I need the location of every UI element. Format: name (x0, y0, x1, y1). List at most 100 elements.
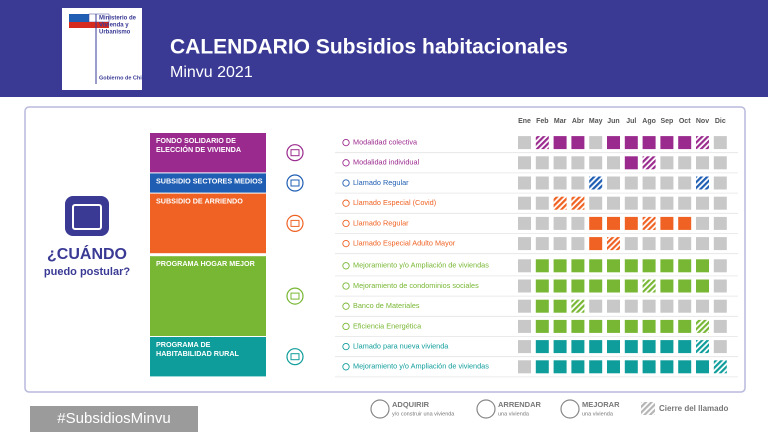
logo-flag-blue (69, 14, 89, 22)
month-cell (696, 340, 709, 354)
month-cell (624, 216, 638, 230)
month-cell (713, 319, 727, 333)
month-cell (642, 196, 656, 210)
check-icon (342, 363, 350, 371)
month-cell (518, 196, 531, 210)
month-cell (660, 319, 674, 333)
month-cell (624, 340, 638, 354)
program-icon-house (290, 149, 300, 157)
month-cell (553, 176, 567, 190)
program-icon (286, 214, 304, 232)
month-cell (589, 136, 603, 150)
month-cell (696, 196, 709, 210)
row-label: Llamado Regular (353, 218, 409, 227)
month-cell (678, 156, 692, 170)
month-cell (571, 216, 585, 230)
hashtag: #SubsidiosMinvu (57, 410, 170, 427)
month-cell (589, 299, 603, 313)
check-icon (342, 179, 350, 187)
month-cell (553, 136, 567, 150)
month-cell (535, 360, 549, 374)
month-cell (607, 216, 620, 230)
month-cell (696, 176, 709, 190)
month-cell (535, 259, 549, 273)
month-cell (607, 340, 620, 354)
title: CALENDARIO Subsidios habitacionales (170, 36, 568, 59)
month-cell (589, 340, 603, 354)
month-cell (713, 216, 727, 230)
month-cell (535, 216, 549, 230)
month-cell (713, 156, 727, 170)
row-label: Llamado para nueva vivienda (353, 342, 449, 351)
legend-closing: Cierre del llamado (659, 404, 728, 413)
month-cell (678, 340, 692, 354)
month-cell (696, 156, 709, 170)
month-cell (642, 176, 656, 190)
month-cell (589, 156, 603, 170)
legend-icon (476, 399, 496, 419)
month-cell (571, 156, 585, 170)
month-cell (571, 176, 585, 190)
program-name: FONDO SOLIDARIO DE (156, 136, 236, 145)
program-icon (286, 348, 304, 366)
month-cell (696, 216, 709, 230)
row-label: Mejoramiento y/o Ampliación de viviendas (353, 362, 489, 371)
month-cell (518, 259, 531, 273)
month-cell (642, 216, 656, 230)
month-cell (660, 176, 674, 190)
check-icon (342, 322, 350, 331)
month-cell (607, 196, 620, 210)
legend-title: ARRENDAR (498, 400, 542, 409)
month-cell (696, 360, 709, 374)
month-cell (678, 299, 692, 313)
month-cell (571, 319, 585, 333)
month-cell (571, 237, 585, 251)
hashtag-box (30, 406, 198, 432)
month-cell (642, 279, 656, 293)
month-cell (518, 237, 531, 251)
month-cell (678, 216, 692, 230)
month-cell (713, 237, 727, 251)
month-cell (607, 360, 620, 374)
month-cell (571, 259, 585, 273)
ministry-name: Ministerio de (99, 16, 137, 22)
month-cell (553, 360, 567, 374)
month-cell (571, 340, 585, 354)
month-cell (678, 360, 692, 374)
check-icon (342, 239, 350, 248)
program-band (150, 193, 266, 254)
row-label: Llamado Especial (Covid) (353, 198, 436, 207)
month-cell (553, 259, 567, 273)
program-icon-house (290, 219, 300, 227)
check-icon (342, 219, 350, 228)
check-icon (342, 282, 350, 290)
calendar-icon-inner (72, 204, 102, 230)
month-cell (696, 299, 709, 313)
month-label: Ago (642, 118, 656, 125)
month-cell (696, 319, 709, 333)
month-cell (571, 196, 585, 210)
program-name: SUBSIDIO DE ARRIENDO (156, 197, 243, 206)
month-cell (589, 279, 603, 293)
month-cell (660, 216, 674, 230)
question-title: ¿CUÁNDO (47, 244, 127, 263)
month-cell (518, 136, 531, 150)
month-cell (553, 299, 567, 313)
month-cell (713, 176, 727, 190)
month-label: Nov (696, 118, 709, 125)
month-cell (660, 279, 674, 293)
month-cell (553, 319, 567, 333)
month-cell (642, 156, 656, 170)
month-cell (624, 176, 638, 190)
month-cell (607, 279, 620, 293)
month-cell (535, 237, 549, 251)
month-cell (553, 340, 567, 354)
program-name: PROGRAMA DE (156, 340, 211, 349)
month-cell (624, 319, 638, 333)
month-cell (678, 176, 692, 190)
month-cell (571, 360, 585, 374)
month-cell (571, 136, 585, 150)
program-icon-house (290, 292, 300, 300)
month-cell (535, 340, 549, 354)
